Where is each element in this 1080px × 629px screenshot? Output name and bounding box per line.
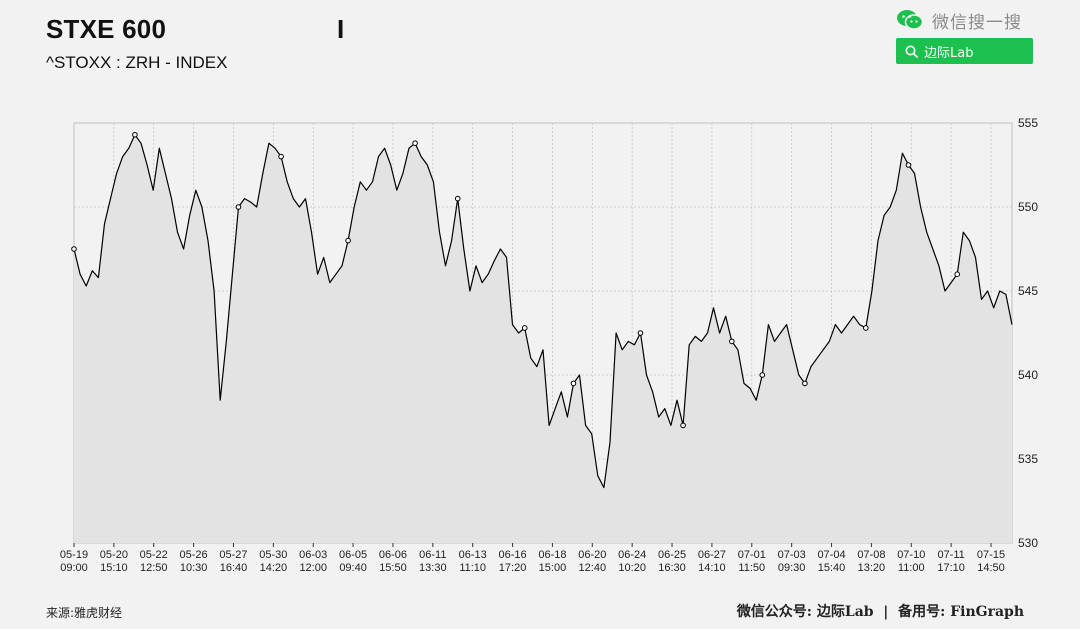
x-tick-label-time: 10:30 [180,562,208,574]
x-tick-label-time: 09:30 [778,562,806,574]
x-tick-label-time: 15:10 [100,562,128,574]
x-tick-label-date: 06-18 [538,549,566,561]
price-line [73,134,1013,489]
price-marker [729,338,735,345]
x-tick-label-date: 06-03 [299,549,327,561]
wechat-icon [897,10,924,30]
wechat-search-header[interactable]: 微信搜一搜 [896,6,1036,34]
x-tick-label-date: 07-04 [817,549,845,561]
y-tick-label: 535 [1018,452,1038,466]
x-tick-label-date: 05-26 [180,549,208,561]
x-tick-label-date: 07-01 [738,549,766,561]
x-tick-label-date: 07-10 [897,549,925,561]
x-tick-label-date: 06-06 [379,549,407,561]
price-marker [637,330,644,336]
x-tick-label-date: 06-25 [658,549,686,561]
x-tick-label-time: 12:50 [140,562,168,574]
x-tick-label-date: 05-19 [60,549,88,561]
x-tick-label-date: 06-11 [419,549,446,561]
x-tick-label-date: 06-24 [618,549,646,561]
y-tick-label: 540 [1018,368,1038,382]
y-tick-label: 550 [1018,200,1038,214]
x-tick-label-time: 12:40 [579,562,607,574]
x-tick-label-time: 10:20 [618,562,646,574]
price-marker [278,153,284,160]
chart-title: STXE 600 [46,14,167,44]
x-tick-label-date: 07-03 [778,549,806,561]
price-marker [454,195,461,202]
x-tick-label-date: 05-27 [219,549,247,561]
price-area [74,134,1012,544]
x-tick-label-time: 14:20 [260,562,288,574]
y-tick-label: 545 [1018,284,1038,298]
y-tick-label: 555 [1018,116,1038,130]
search-button-label: 边际Lab [924,45,974,61]
x-tick-label-time: 11:00 [898,562,925,574]
x-tick-label-time: 11:50 [738,562,765,574]
x-tick-label-date: 07-11 [937,549,964,561]
price-marker [132,131,138,138]
price-marker [412,140,418,146]
wechat-search-text: 微信搜一搜 [932,12,1022,33]
x-tick-label-time: 13:30 [419,562,447,574]
price-marker [521,325,528,331]
price-marker [680,422,686,429]
price-marker [235,204,242,210]
price-marker [759,372,766,378]
chart-subtitle: ^STOXX : ZRH - INDEX [46,53,228,72]
x-tick-label-date: 05-30 [259,549,287,561]
x-tick-label-date: 05-20 [100,549,128,561]
x-tick-label-date: 06-20 [578,549,606,561]
price-marker [71,246,77,252]
price-marker [570,380,577,387]
source-note: 来源:雅虎财经 [46,606,123,620]
price-marker [863,325,869,331]
x-tick-label-time: 12:00 [299,562,327,574]
search-icon [905,45,918,58]
x-tick-label-time: 09:40 [339,562,367,574]
text-cursor-mark: I [337,14,345,44]
x-tick-label-time: 16:40 [220,562,248,574]
x-tick-label-date: 06-05 [339,549,367,561]
x-tick-label-date: 05-22 [140,549,168,561]
x-tick-label-date: 07-15 [977,549,1005,561]
wechat-search-button[interactable]: 边际Lab [896,38,1033,64]
y-tick-label: 530 [1018,536,1038,550]
x-tick-label-time: 15:40 [818,562,846,574]
price-marker [954,271,960,278]
x-tick-label-time: 17:20 [499,562,527,574]
x-tick-label-time: 09:00 [60,562,88,574]
x-tick-label-time: 13:20 [858,562,886,574]
x-tick-label-time: 14:50 [977,562,1005,574]
price-marker [905,162,912,168]
x-tick-label-time: 11:10 [459,562,486,574]
x-tick-label-time: 17:10 [937,562,965,574]
x-tick-label-date: 06-16 [498,549,526,561]
x-tick-label-date: 06-13 [459,549,487,561]
x-tick-label-date: 07-08 [857,549,885,561]
credit-note: 微信公众号: 边际Lab | 备用号: FinGraph [736,604,1024,620]
price-marker [802,380,808,387]
x-tick-label-time: 16:30 [658,562,686,574]
x-tick-label-time: 14:10 [698,562,726,574]
price-marker [345,237,351,244]
x-tick-label-time: 15:00 [539,562,567,574]
x-tick-label-date: 06-27 [698,549,726,561]
x-tick-label-time: 15:50 [379,562,407,574]
